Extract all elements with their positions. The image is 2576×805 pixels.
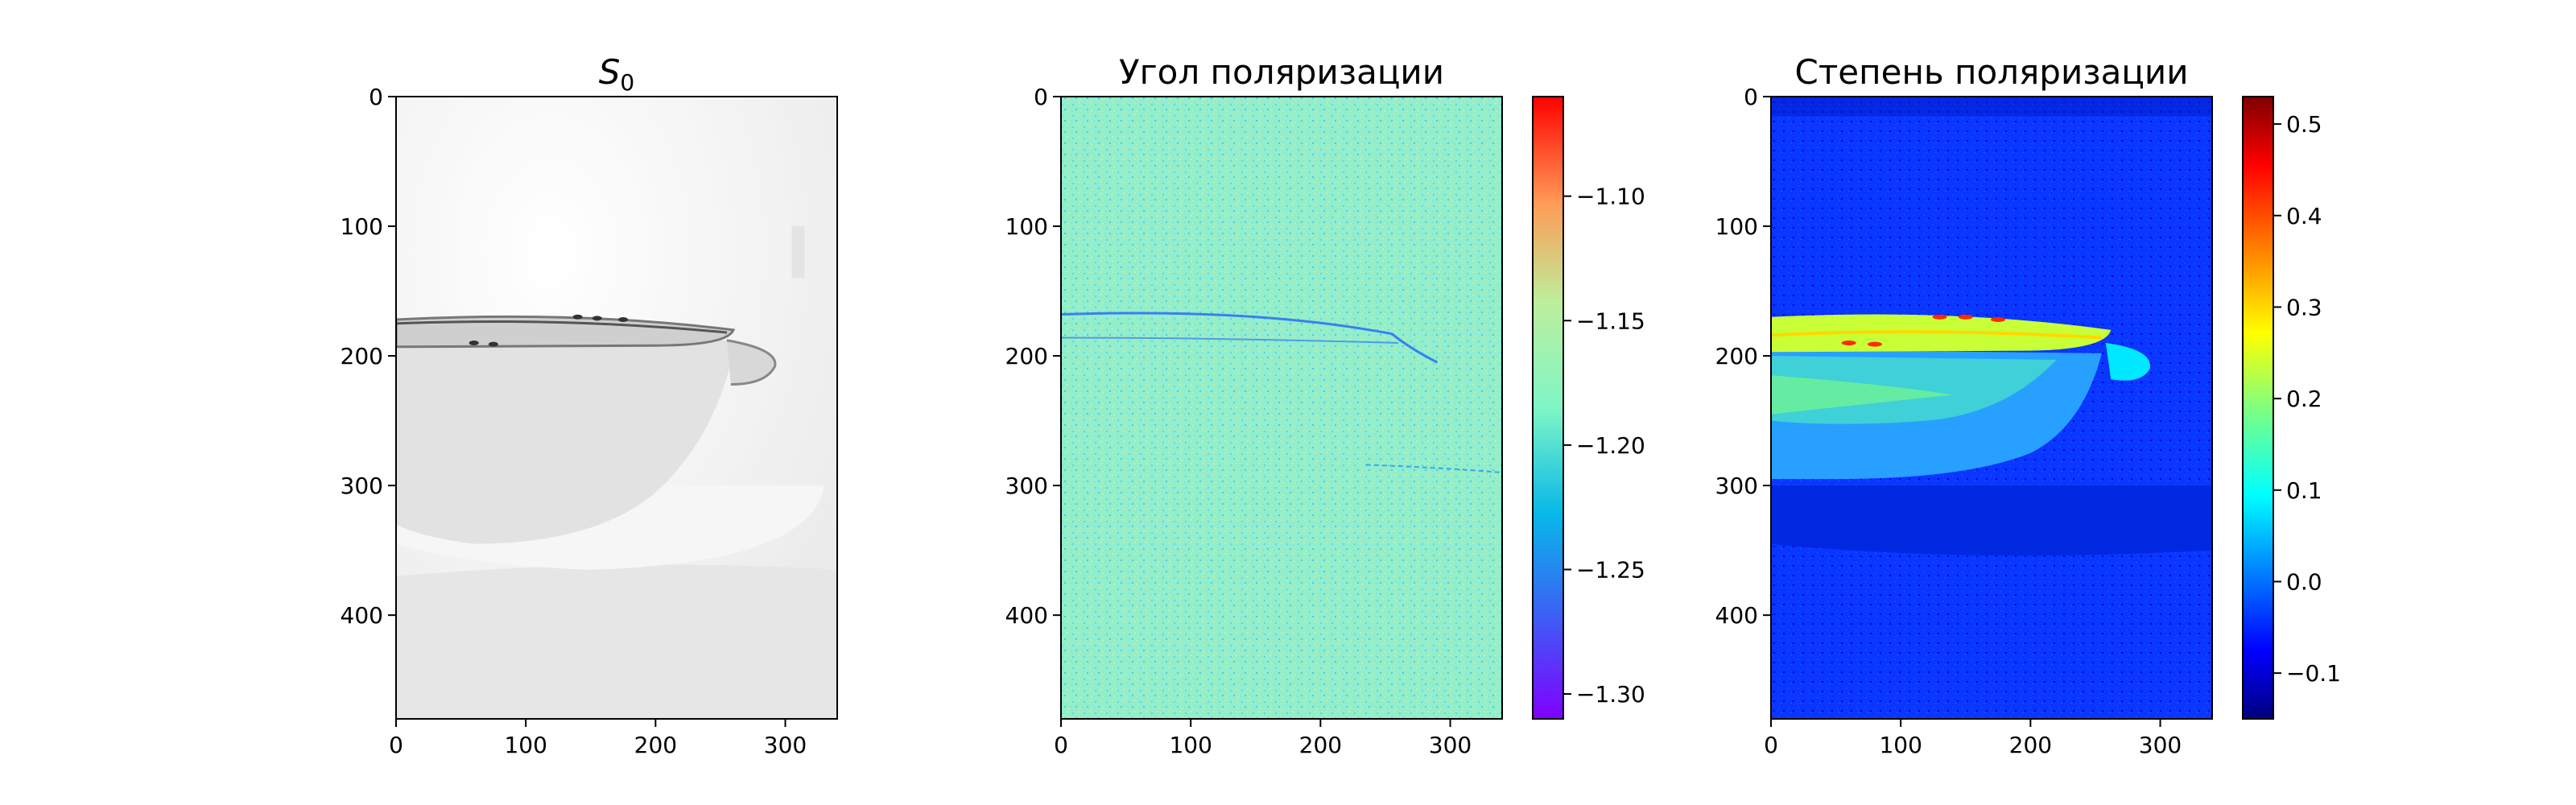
colorbar-tick-label: 0.2 [2286, 386, 2322, 412]
degree-colorbar: 0.5 0.4 0.3 0.2 0.1 0.0 −0.1 [2242, 96, 2341, 720]
panel-polarization-angle: Угол поляризации 0 100 200 300 0 100 200 300 400… [1005, 52, 1645, 758]
saucer-region [1771, 485, 2212, 556]
inner-rim-contour [1061, 336, 1399, 344]
x-tick-label: 200 [634, 732, 677, 758]
cup-bright-band [1771, 375, 1953, 415]
x-tick-label: 300 [764, 732, 807, 758]
x-tick-label: 300 [2139, 732, 2182, 758]
y-tick-label: 200 [341, 343, 383, 369]
cup-rim-edge [396, 320, 728, 334]
y-tick-label: 100 [1005, 213, 1048, 240]
panel-degree-axes: 0 100 200 300 0 100 200 300 400 [1715, 84, 2213, 758]
handle-region [2105, 342, 2150, 381]
colorbar-tick-label: −0.1 [2286, 660, 2341, 687]
x-tick-label: 300 [1429, 732, 1472, 758]
cup-rim [396, 315, 736, 349]
rim-dark-spot [488, 341, 498, 347]
colorbar-tick-label: 0.4 [2286, 203, 2322, 229]
axes-frame [1060, 96, 1503, 720]
colorbar-tick-label: 0.0 [2286, 568, 2322, 595]
axes-frame [1770, 96, 2213, 720]
rim-dark-spot [618, 316, 629, 322]
hot-spot [1991, 316, 2006, 322]
colorbar-tick-label: −1.30 [1576, 681, 1645, 708]
hot-spot [1867, 341, 1882, 347]
y-tick-label: 300 [1005, 473, 1048, 499]
rim-dark-spot [572, 314, 583, 320]
hot-spot [1958, 314, 1973, 320]
colorbar-tick-label: 0.5 [2286, 111, 2322, 138]
cup-body [396, 336, 737, 544]
angle-colorbar: −1.10 −1.15 −1.20 −1.25 −1.30 [1532, 96, 1645, 720]
colorbar-frame [1532, 96, 1564, 720]
colorbar-gradient [2243, 97, 2273, 719]
degree-image [1771, 97, 2212, 719]
colorbar-tick-label: −1.10 [1576, 184, 1645, 210]
rim-highlight [1771, 330, 2103, 340]
rim-contour [1061, 312, 1439, 364]
y-tick-label: 100 [1715, 213, 1758, 240]
x-tick-label: 200 [2009, 732, 2052, 758]
colorbar-tick-label: −1.25 [1576, 556, 1645, 583]
s0-image [396, 97, 837, 719]
colorbar-frame [2242, 96, 2274, 720]
hot-spot [1932, 314, 1947, 320]
panel-angle-title: Угол поляризации [1119, 52, 1444, 92]
x-tick-label: 100 [504, 732, 547, 758]
panel-polarization-degree: Степень поляризации 0 100 200 300 0 100 200 300… [1715, 52, 2341, 758]
y-tick-label: 400 [1715, 602, 1758, 629]
x-tick-label: 200 [1299, 732, 1342, 758]
panel-s0-axes: 0 100 200 300 0 100 200 300 400 [341, 84, 838, 758]
y-tick-label: 200 [1715, 343, 1758, 369]
y-tick-label: 200 [1005, 343, 1048, 369]
colorbar-tick-label: −1.15 [1576, 308, 1645, 334]
top-dark-band [1771, 97, 2212, 117]
axes-frame [395, 96, 838, 720]
colorbar-tick-label: −1.20 [1576, 432, 1645, 459]
y-tick-label: 300 [341, 473, 383, 499]
rim-dark-spot [469, 340, 479, 345]
table-surface [396, 564, 837, 719]
colorbar-tick-label: 0.1 [2286, 477, 2322, 504]
x-tick-label: 100 [1879, 732, 1922, 758]
y-tick-label: 0 [1034, 84, 1048, 110]
panel-s0-title: S0 [599, 52, 635, 96]
x-tick-label: 0 [1054, 732, 1068, 758]
panel-s0-title-sub: 0 [620, 69, 634, 96]
background-smudge [791, 226, 805, 279]
angle-field [1061, 97, 1502, 719]
panel-angle-axes: 0 100 200 300 0 100 200 300 400 [1005, 84, 1503, 758]
rim-dark-spot [592, 316, 602, 321]
hot-spot [1841, 340, 1856, 345]
y-tick-label: 400 [1005, 602, 1048, 629]
y-tick-label: 400 [341, 602, 383, 629]
x-tick-label: 0 [1764, 732, 1778, 758]
angle-image [1061, 97, 1502, 719]
x-tick-label: 100 [1169, 732, 1212, 758]
colorbar-gradient [1533, 97, 1563, 719]
saucer-contour [1365, 464, 1502, 474]
colorbar-tick-label: 0.3 [2286, 294, 2322, 320]
y-tick-label: 300 [1715, 473, 1758, 499]
panel-degree-title: Степень поляризации [1795, 52, 2189, 92]
x-tick-label: 0 [389, 732, 403, 758]
panel-s0-title-base: S [599, 52, 621, 92]
y-tick-label: 100 [341, 213, 383, 240]
y-tick-label: 0 [369, 84, 383, 110]
cup-handle [726, 339, 777, 386]
y-tick-label: 0 [1744, 84, 1758, 110]
